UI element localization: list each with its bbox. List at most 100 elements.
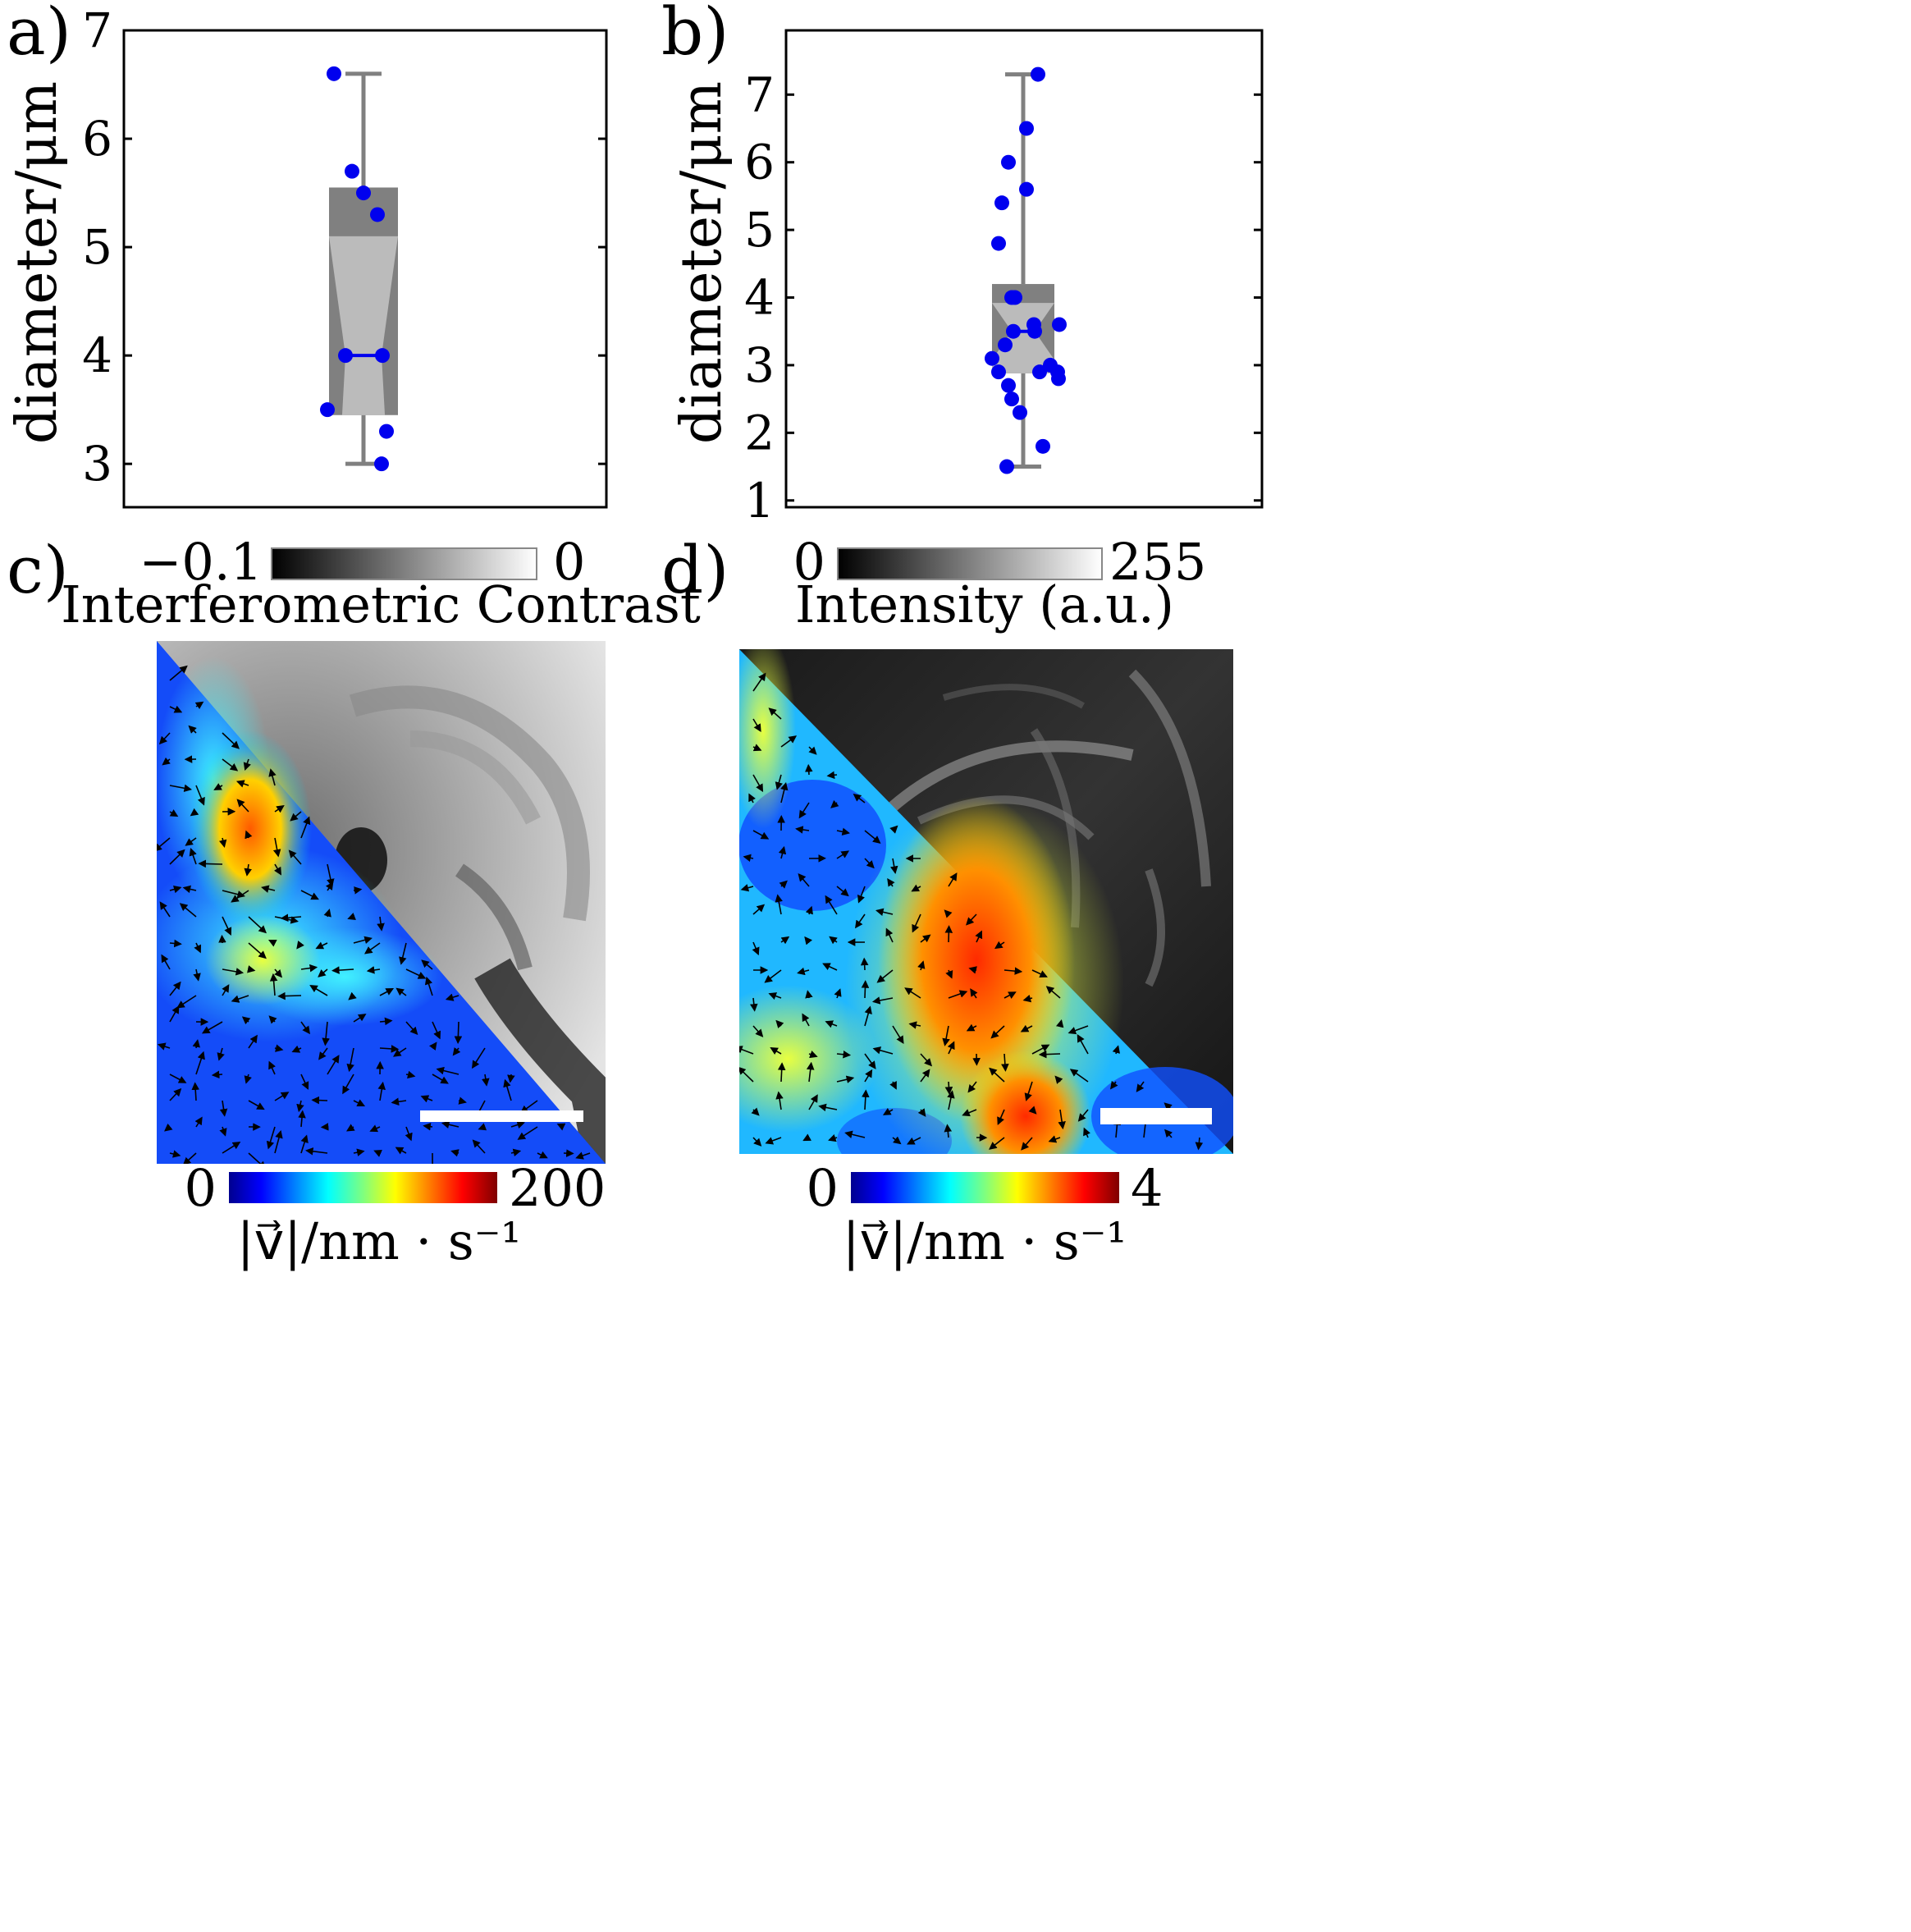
panel-c-bottom-colorbar <box>229 1172 497 1203</box>
velocity-arrow <box>241 1016 251 1025</box>
velocity-arrow <box>248 916 267 934</box>
velocity-arrow <box>315 941 328 950</box>
velocity-arrow <box>272 837 281 858</box>
velocity-arrow <box>1058 1109 1066 1130</box>
velocity-arrow <box>377 916 385 932</box>
panel-d-top-colorbar-max: 255 <box>1109 532 1206 592</box>
velocity-arrow <box>245 830 253 840</box>
velocity-arrow <box>805 905 813 915</box>
velocity-arrow <box>752 941 760 956</box>
velocity-arrow <box>318 1047 328 1060</box>
velocity-arrow <box>944 909 953 918</box>
velocity-arrow <box>1045 986 1061 999</box>
velocity-arrow <box>864 858 875 869</box>
data-point <box>1019 121 1034 136</box>
velocity-arrow <box>752 744 762 752</box>
velocity-arrow <box>244 1074 252 1084</box>
velocity-arrow <box>300 964 318 973</box>
velocity-arrow <box>892 1025 904 1045</box>
ytick-label: 2 <box>744 405 775 460</box>
velocity-arrow <box>322 1021 330 1046</box>
velocity-arrow <box>179 903 197 918</box>
panel-a-frame <box>122 29 608 509</box>
panel-c-bottom-colorbar-label: |v⃗|/nm · s⁻¹ <box>237 1211 522 1271</box>
velocity-arrow <box>1195 1137 1204 1151</box>
velocity-arrow <box>887 877 895 887</box>
velocity-arrow <box>805 990 813 999</box>
velocity-arrow <box>802 1133 811 1142</box>
data-point <box>345 163 359 179</box>
data-point <box>994 195 1009 211</box>
velocity-arrow <box>235 780 249 788</box>
data-point <box>379 423 394 439</box>
velocity-arrow <box>192 1039 200 1049</box>
velocity-arrow <box>296 1100 304 1113</box>
velocity-arrow <box>266 1126 276 1150</box>
velocity-arrow <box>942 1025 950 1046</box>
velocity-arrow <box>191 1082 199 1101</box>
velocity-arrow <box>806 1061 815 1083</box>
velocity-arrow <box>169 981 181 996</box>
velocity-arrow <box>872 1046 894 1055</box>
velocity-arrow <box>194 701 204 710</box>
data-point <box>1051 371 1066 387</box>
velocity-arrow <box>218 837 227 848</box>
velocity-arrow <box>752 718 761 732</box>
velocity-arrow <box>169 939 182 948</box>
panel-c-top-colorbar-label: Interferometric Contrast <box>61 575 701 634</box>
velocity-arrow <box>864 1053 876 1069</box>
velocity-arrow <box>948 872 958 887</box>
velocity-arrow <box>222 758 239 771</box>
velocity-arrow <box>300 890 319 900</box>
velocity-arrow <box>274 1129 283 1154</box>
velocity-arrow <box>1083 1127 1090 1138</box>
velocity-arrow <box>765 1137 782 1145</box>
velocity-arrow <box>1031 969 1048 978</box>
velocity-arrow <box>452 1046 461 1056</box>
velocity-arrow <box>366 966 381 974</box>
velocity-arrow <box>889 858 898 875</box>
velocity-arrow <box>429 1042 437 1051</box>
velocity-arrow <box>1048 1135 1061 1143</box>
velocity-arrow <box>269 973 278 996</box>
data-point <box>991 236 1006 251</box>
velocity-arrow <box>194 1116 203 1128</box>
data-point <box>1001 378 1016 393</box>
velocity-arrow <box>182 1152 197 1164</box>
velocity-arrow <box>274 968 283 978</box>
data-point <box>374 456 389 472</box>
panel-c-letter: c) <box>7 532 69 608</box>
velocity-arrow <box>231 995 249 1003</box>
velocity-arrow <box>780 781 789 803</box>
velocity-arrow <box>808 1094 818 1110</box>
velocity-arrow <box>517 1126 538 1140</box>
ytick-label: 6 <box>82 111 112 167</box>
velocity-arrow <box>222 916 232 936</box>
velocity-arrow <box>739 1066 754 1083</box>
velocity-arrow <box>1001 1053 1009 1072</box>
velocity-arrow <box>975 930 983 943</box>
velocity-arrow <box>804 763 813 776</box>
velocity-arrow <box>189 847 197 865</box>
velocity-arrow <box>369 1124 381 1133</box>
velocity-arrow <box>855 913 866 929</box>
velocity-arrow <box>379 987 395 996</box>
velocity-arrow <box>844 1130 866 1138</box>
velocity-arrow <box>1110 1080 1118 1090</box>
velocity-arrow <box>1004 991 1017 999</box>
velocity-arrow <box>864 1069 873 1083</box>
data-point <box>991 364 1006 380</box>
velocity-arrow <box>176 995 197 1009</box>
velocity-arrow <box>231 890 249 903</box>
panel-c: c) −0.1 0 Interferometric Contrast <box>7 532 701 1271</box>
velocity-arrow <box>752 830 770 840</box>
velocity-arrow <box>743 854 754 863</box>
velocity-arrow <box>159 901 171 918</box>
velocity-arrow <box>740 884 754 892</box>
velocity-arrow <box>158 732 171 745</box>
velocity-arrow <box>947 1041 955 1055</box>
data-point <box>375 348 390 364</box>
data-point <box>1008 290 1022 305</box>
velocity-arrow <box>748 793 756 803</box>
data-point <box>327 66 341 81</box>
